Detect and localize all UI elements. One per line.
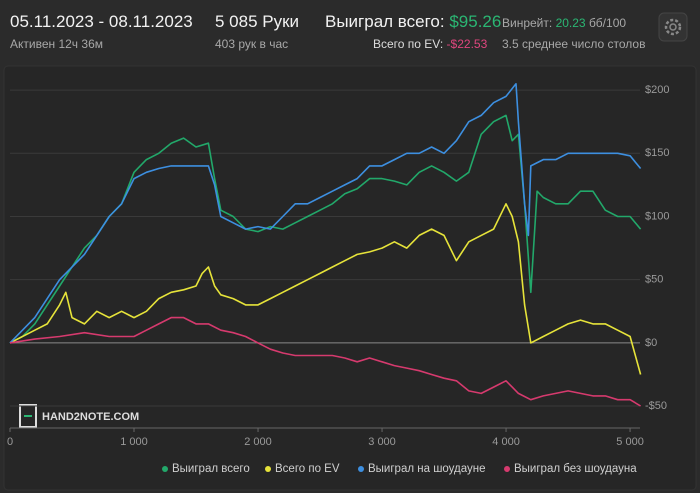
y-tick-label: $150 — [645, 147, 669, 159]
hands: 5 085 Руки — [215, 12, 300, 31]
won-total: Выиграл всего: $95.26 — [325, 12, 501, 32]
y-tick-label: $100 — [645, 210, 669, 222]
ev-value: -$22.53 — [446, 37, 488, 51]
active-time: Активен 12ч 36м — [10, 37, 103, 51]
legend-label: Выиграл без шоудауна — [514, 463, 637, 475]
legend-label: Выиграл всего — [172, 463, 250, 475]
legend-marker — [358, 466, 364, 472]
won-label: Выиграл всего: — [325, 12, 445, 31]
tables: 3.5 среднее число столов — [502, 37, 646, 51]
ev-total: Всего по EV: -$22.53 — [373, 37, 487, 51]
winrate-value: 20.23 — [555, 16, 586, 30]
date-range: 05.11.2023 - 08.11.2023 — [10, 12, 193, 31]
legend-marker — [504, 466, 510, 472]
ev-label: Всего по EV: — [373, 37, 444, 51]
x-tick-label: 3 000 — [368, 436, 396, 448]
watermark-logo — [19, 404, 37, 428]
x-tick-label: 2 000 — [244, 436, 272, 448]
legend-label: Выиграл на шоудауне — [368, 463, 486, 475]
settings-button[interactable] — [658, 12, 688, 42]
y-tick-label: -$50 — [645, 400, 667, 412]
watermark: HAND2NOTE.COM — [42, 411, 139, 423]
series-line — [9, 83, 642, 344]
winrate: Винрейт: 20.23 бб/100 — [502, 16, 626, 30]
won-value: $95.26 — [449, 12, 502, 31]
x-tick-label: 4 000 — [492, 436, 520, 448]
series-line — [9, 203, 642, 375]
legend-marker — [265, 466, 271, 472]
y-tick-label: $50 — [645, 274, 663, 286]
legend-label: Всего по EV — [275, 463, 340, 475]
x-tick-label: 5 000 — [616, 436, 644, 448]
y-tick-label: $0 — [645, 337, 657, 349]
x-tick-label: 1 000 — [120, 436, 148, 448]
hands-per-hour: 403 рук в час — [215, 37, 289, 51]
legend-marker — [162, 466, 168, 472]
winrate-label: Винрейт: — [502, 16, 553, 30]
series-line — [9, 316, 642, 407]
y-tick-label: $200 — [645, 84, 669, 96]
x-tick-label: 0 — [7, 436, 13, 448]
winrate-unit: бб/100 — [588, 16, 627, 30]
chart-panel — [3, 65, 697, 491]
